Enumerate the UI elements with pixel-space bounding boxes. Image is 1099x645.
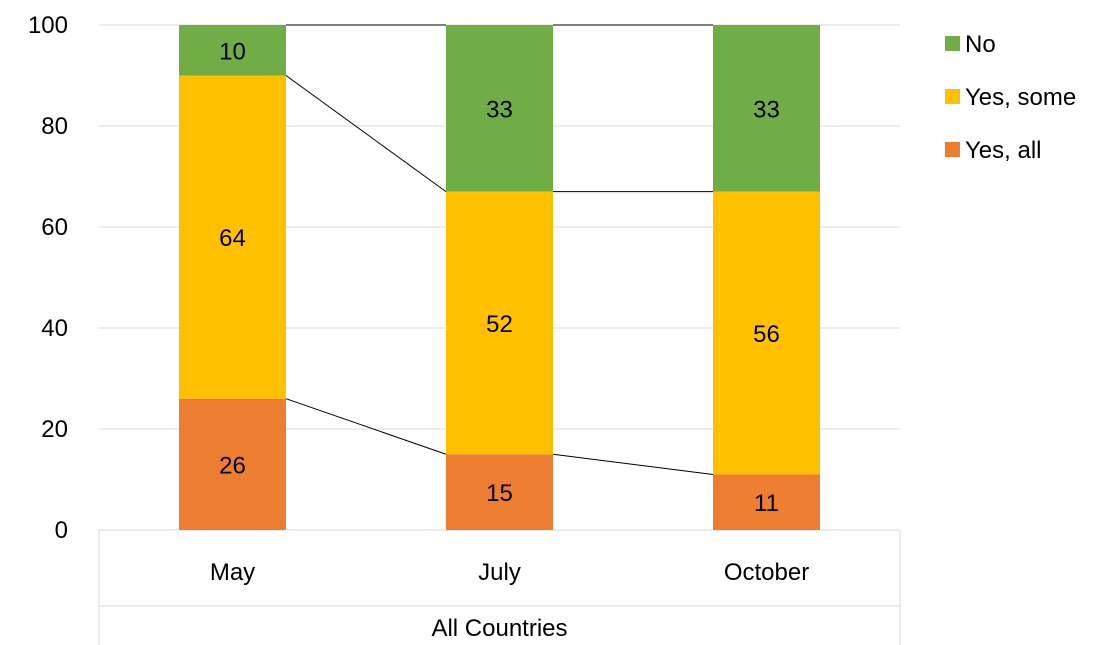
bar-segment [713,25,820,192]
y-tick-label: 80 [41,113,68,140]
y-tick-label: 0 [55,517,68,544]
y-tick-label: 60 [41,214,68,241]
series-line [285,398,447,455]
legend-swatch [945,89,960,104]
y-axis: 0 20 40 60 80 100 [28,12,68,544]
legend-swatch [945,36,960,51]
series-lines [285,24,714,475]
data-label: 64 [219,225,246,252]
series-line [285,75,447,193]
bar-segment [179,25,286,76]
bar-segment [179,398,286,530]
data-label: 33 [486,96,513,123]
x-axis: May July October All Countries [98,529,901,645]
data-label: 26 [219,452,246,479]
data-labels: 26 64 10 15 52 33 11 56 33 [219,38,780,517]
y-tick-label: 100 [28,12,68,39]
y-tick-label: 40 [41,315,68,342]
legend: No Yes, some Yes, all [945,31,1076,164]
bar-segment [713,191,820,475]
x-tick-label: October [724,559,809,586]
legend-label: No [965,31,996,58]
bar-segment [446,191,553,455]
legend-label: Yes, some [965,84,1076,111]
bar-segment [446,25,553,192]
data-label: 52 [486,311,513,338]
data-label: 10 [219,38,246,65]
y-tick-label: 20 [41,416,68,443]
x-group-label: All Countries [431,615,567,642]
data-label: 15 [486,480,513,507]
data-label: 56 [753,321,780,348]
bar-segment [179,75,286,399]
legend-label: Yes, all [965,137,1042,164]
bar-segment [713,474,820,530]
bar-segment [446,454,553,530]
data-label: 11 [754,490,779,517]
legend-swatch [945,142,960,157]
data-label: 33 [753,96,780,123]
x-tick-label: July [478,559,521,586]
bars [179,25,820,530]
x-tick-label: May [210,559,255,586]
series-line [552,453,714,475]
